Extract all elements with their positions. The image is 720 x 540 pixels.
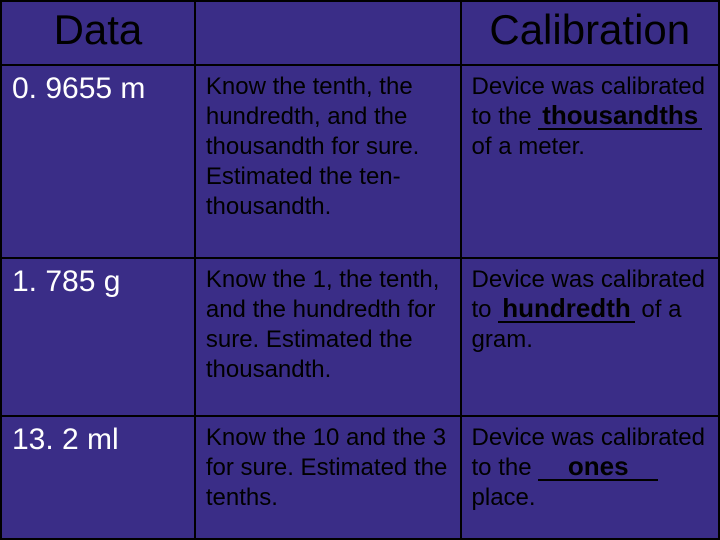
data-value: 0. 9655 m (1, 65, 195, 258)
table-row: 0. 9655 m Know the tenth, the hundredth,… (1, 65, 719, 258)
table-row: 1. 785 g Know the 1, the tenth, and the … (1, 258, 719, 416)
data-value: 13. 2 ml (1, 416, 195, 539)
know-text: Know the 1, the tenth, and the hundredth… (195, 258, 461, 416)
calibration-table: Data Calibration 0. 9655 m Know the tent… (0, 0, 720, 540)
calib-post: of a meter. (472, 133, 585, 160)
calibration-text: Device was calibrated to hundredth of a … (461, 258, 719, 416)
calib-post: place. (472, 484, 536, 511)
slide-container: Data Calibration 0. 9655 m Know the tent… (0, 0, 720, 540)
calib-blank: thousandths (538, 102, 702, 130)
know-text: Know the 10 and the 3 for sure. Estimate… (195, 416, 461, 539)
calib-blank: ones (538, 453, 658, 481)
header-know (195, 1, 461, 65)
calib-blank: hundredth (498, 295, 635, 323)
table-row: 13. 2 ml Know the 10 and the 3 for sure.… (1, 416, 719, 539)
calibration-text: Device was calibrated to the thousandths… (461, 65, 719, 258)
header-calibration: Calibration (461, 1, 719, 65)
calibration-text: Device was calibrated to the ones place. (461, 416, 719, 539)
know-text: Know the tenth, the hundredth, and the t… (195, 65, 461, 258)
header-data: Data (1, 1, 195, 65)
header-row: Data Calibration (1, 1, 719, 65)
data-value: 1. 785 g (1, 258, 195, 416)
